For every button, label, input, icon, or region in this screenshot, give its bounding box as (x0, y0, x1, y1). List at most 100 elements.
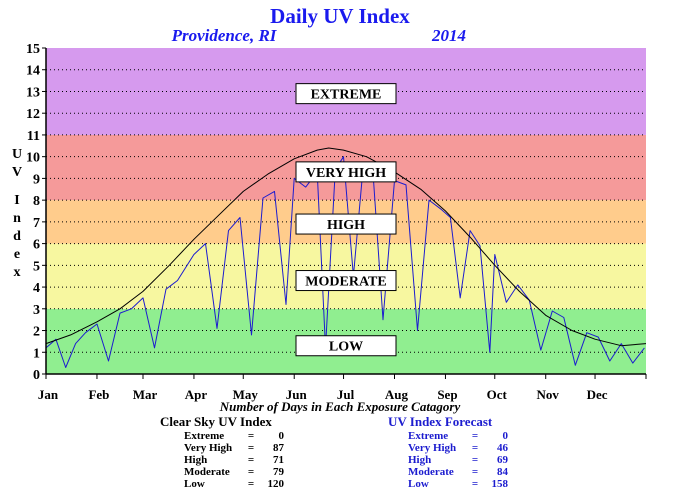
y-axis-label-letter: V (12, 165, 22, 180)
month-label-sep: Sep (437, 387, 457, 402)
clear-sky-category: High (184, 454, 208, 466)
forecast-value: 158 (491, 478, 509, 490)
clear-sky-category: Very High (184, 442, 233, 454)
chart-location: Providence, RI (171, 26, 278, 45)
band-label-extreme: EXTREME (311, 88, 382, 103)
forecast-equals: = (471, 478, 479, 490)
clear-sky-equals: = (247, 430, 255, 442)
y-axis-label-letter: U (12, 147, 22, 162)
y-tick-label: 0 (33, 368, 40, 383)
y-tick-label: 3 (33, 303, 40, 318)
band-label-box-extreme (295, 83, 397, 105)
forecast-row: Moderate = 84 (388, 466, 508, 478)
month-label-may: May (233, 387, 259, 402)
month-label-jan: Jan (38, 387, 59, 402)
chart-year: 2014 (431, 26, 466, 45)
clear-sky-value: 0 (278, 430, 285, 442)
clear-sky-equals: = (247, 478, 255, 490)
band-label-moderate: MODERATE (305, 275, 386, 290)
month-label-nov: Nov (537, 387, 560, 402)
forecast-equals: = (471, 466, 479, 478)
band-label-low: LOW (329, 340, 363, 355)
x-tick-labels: Jan Feb Mar Apr May Jun Jul Aug Sep Oct Nov Dec (38, 387, 608, 402)
forecast-value: 69 (497, 454, 508, 466)
forecast-category: High (408, 454, 432, 466)
forecast-category: Extreme (408, 430, 449, 442)
month-label-jul: Jul (337, 387, 355, 402)
forecast-category: Very High (408, 442, 457, 454)
y-tick-label: 1 (33, 346, 40, 361)
forecast-row: Extreme = 0 (388, 430, 508, 442)
y-tick-label: 11 (27, 129, 40, 144)
clear-sky-equals: = (247, 466, 255, 478)
y-tick-label: 7 (33, 216, 40, 231)
clear-sky-row: Low = 120 (160, 478, 284, 490)
chart-title: Daily UV Index (270, 4, 410, 28)
forecast-row: Low = 158 (388, 478, 508, 490)
forecast-row: Very High = 46 (388, 442, 508, 454)
month-label-dec: Dec (587, 387, 608, 402)
month-label-mar: Mar (133, 387, 158, 402)
forecast-equals: = (471, 430, 479, 442)
forecast-value: 84 (497, 466, 508, 478)
grid-lines (46, 69, 646, 353)
month-label-oct: Oct (487, 387, 508, 402)
forecast-equals: = (471, 454, 479, 466)
y-axis-label-letter: I (14, 193, 19, 208)
clear-sky-value: 87 (273, 442, 284, 454)
clear-sky-equals: = (247, 442, 255, 454)
clear-sky-category: Moderate (184, 466, 230, 478)
month-label-jun: Jun (286, 387, 308, 402)
y-tick-label: 8 (33, 194, 40, 209)
y-axis-label-letter: d (13, 229, 21, 244)
forecast-stats-header: UV Index Forecast (388, 414, 493, 429)
y-tick-label: 5 (33, 259, 40, 274)
clear-sky-value: 71 (273, 454, 284, 466)
y-axis-label-letter: e (14, 247, 20, 262)
clear-sky-category: Low (184, 478, 205, 490)
y-tick-label: 14 (26, 64, 40, 79)
band-labels: LOW MODERATE HIGH VERY HIGH EXTREME (295, 83, 397, 357)
y-tick-label: 9 (33, 172, 40, 187)
forecast-row: High = 69 (388, 454, 508, 466)
forecast-value: 0 (502, 430, 509, 442)
month-label-apr: Apr (185, 387, 208, 402)
band-label-very-high: VERY HIGH (306, 166, 386, 181)
clear-sky-row: High = 71 (160, 454, 284, 466)
y-tick-label: 10 (26, 151, 40, 166)
legend-caption: Number of Days in Each Exposure Catagory (219, 399, 461, 414)
y-tick-label: 6 (33, 238, 40, 253)
forecast-value: 46 (497, 442, 508, 454)
y-tick-label: 2 (33, 325, 40, 340)
band-label-box-high (295, 213, 397, 235)
forecast-stats: UV Index Forecast Extreme = 0 Very High = 46 H… (388, 414, 508, 490)
clear-sky-stats: Clear Sky UV Index Extreme = 0 Very High = 87… (160, 414, 284, 490)
clear-sky-equals: = (247, 454, 255, 466)
band-label-box-moderate (295, 270, 397, 292)
month-label-aug: Aug (385, 387, 409, 402)
y-axis-label-letter: x (14, 265, 21, 280)
y-axis-label-letter: n (13, 211, 21, 226)
forecast-equals: = (471, 442, 479, 454)
y-tick-label: 15 (26, 42, 40, 57)
clear-sky-stats-header: Clear Sky UV Index (160, 414, 272, 429)
clear-sky-series-line (45, 147, 647, 347)
y-tick-label: 12 (26, 107, 40, 122)
clear-sky-value: 79 (273, 466, 284, 478)
month-label-feb: Feb (88, 387, 109, 402)
clear-sky-value: 120 (267, 478, 285, 490)
forecast-category: Low (408, 478, 429, 490)
band-label-high: HIGH (327, 218, 365, 233)
y-tick-label: 13 (26, 85, 40, 100)
band-label-box-very-high (295, 161, 397, 183)
clear-sky-row: Very High = 87 (160, 442, 284, 454)
band-label-box-low (295, 335, 397, 357)
clear-sky-category: Extreme (184, 430, 225, 442)
forecast-category: Moderate (408, 466, 454, 478)
axes (42, 47, 647, 379)
y-tick-label: 4 (33, 281, 40, 296)
clear-sky-row: Moderate = 79 (160, 466, 284, 478)
